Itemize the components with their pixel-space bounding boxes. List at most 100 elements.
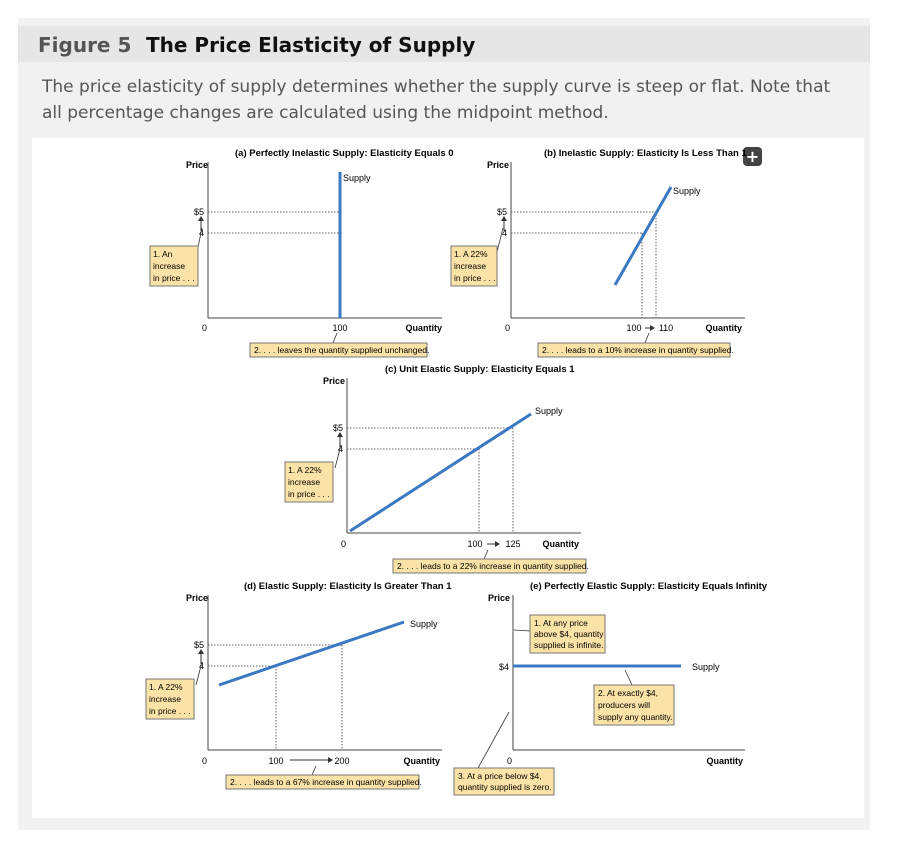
panel-e-callout3-l1: 3. At a price below $4, — [458, 771, 542, 781]
plus-icon[interactable]: + — [743, 147, 762, 166]
panel-d: (d) Elastic Supply: Elasticity Is Greate… — [145, 581, 452, 790]
panel-d-title: (d) Elastic Supply: Elasticity Is Greate… — [244, 581, 452, 592]
panel-d-supply-line — [218, 620, 405, 687]
figure-caption: The price elasticity of supply determine… — [42, 77, 831, 123]
panel-e-callout3-box — [453, 767, 555, 796]
panel-a-callout1-l2: increase — [153, 261, 185, 271]
panel-b-callout1-pointer — [496, 227, 504, 253]
panel-e-x-label: Quantity — [706, 756, 743, 766]
panel-e-y-label: Price — [488, 593, 510, 603]
panel-c-origin: 0 — [341, 539, 346, 549]
panel-e: (e) Perfectly Elastic Supply: Elasticity… — [453, 581, 768, 796]
panel-c-callout2-box — [392, 558, 587, 574]
panel-b-title: (b) Inelastic Supply: Elasticity Is Less… — [544, 148, 747, 159]
panel-b-tick-5: $5 — [497, 207, 507, 217]
panel-b-qty-arrowhead — [650, 325, 655, 331]
panel-e-callout2-l3: supply any quantity. — [598, 712, 673, 722]
panel-b-supply-line — [613, 186, 673, 286]
panel-b-supply-label: Supply — [673, 186, 701, 196]
figure-title: The Price Elasticity of Supply — [146, 33, 476, 57]
panel-a-title: (a) Perfectly Inelastic Supply: Elastici… — [235, 148, 454, 159]
panel-e-supply-label: Supply — [692, 662, 720, 672]
panel-b-callout1-l2: increase — [454, 261, 486, 271]
panel-d-price-arrowhead — [198, 649, 204, 654]
panel-c-qty-arrowhead — [495, 541, 500, 547]
panel-e-callout3-pointer — [477, 711, 510, 769]
panel-a-callout1-l3: in price . . . — [153, 273, 195, 283]
panel-d-y-label: Price — [186, 593, 208, 603]
panel-e-callout2-l1: 2. At exactly $4, — [598, 688, 658, 698]
panel-a-origin: 0 — [202, 323, 207, 333]
panel-c-callout1-l1: 1. A 22% — [288, 465, 322, 475]
panel-c-x-label: Quantity — [542, 539, 579, 549]
panel-d-x-label: Quantity — [403, 756, 440, 766]
panel-d-callout1-l1: 1. A 22% — [149, 682, 183, 692]
panel-e-callout3-l2: quantity supplied is zero. — [458, 782, 552, 792]
panel-d-callout1-box — [145, 678, 195, 720]
panel-a-tick-100: 100 — [332, 323, 347, 333]
panel-c-callout1-pointer — [334, 444, 342, 469]
panel-c-callout2-pointer — [483, 549, 489, 560]
panel-b-price-arrowhead — [501, 216, 507, 221]
panel-d-qty-arrowhead — [328, 757, 333, 763]
panel-a-callout2-pointer — [332, 332, 338, 344]
panel-e-callout2-pointer — [624, 669, 633, 686]
figure-header: Figure 5 The Price Elasticity of Supply — [18, 26, 870, 62]
panel-b-x-label: Quantity — [705, 323, 742, 333]
panel-e-origin: 0 — [507, 756, 512, 766]
figure-number: Figure 5 — [38, 33, 132, 57]
panel-e-callout1-pointer — [513, 629, 531, 632]
panel-a-callout1-l1: 1. An — [153, 249, 173, 259]
panel-c: (c) Unit Elastic Supply: Elasticity Equa… — [284, 364, 589, 574]
panel-b-callout1-l1: 1. A 22% — [454, 249, 488, 259]
panel-e-callout1-l2: above $4, quantity — [534, 629, 604, 639]
panel-c-y-label: Price — [323, 376, 345, 386]
panel-a-supply-label: Supply — [343, 173, 371, 183]
panel-c-callout1-l2: increase — [288, 477, 320, 487]
panel-b-tick-110: 110 — [659, 323, 673, 333]
panel-b-y-label: Price — [487, 160, 509, 170]
panel-e-callout2-box — [593, 684, 675, 726]
panel-c-tick-125: 125 — [505, 539, 520, 549]
panel-d-tick-5: $5 — [194, 640, 204, 650]
panel-c-supply-line — [349, 412, 532, 533]
panel-d-callout1-l3: in price . . . — [149, 706, 191, 716]
panel-c-callout2: 2. . . . leads to a 22% increase in quan… — [397, 561, 589, 571]
panel-b-callout1-box — [450, 245, 498, 287]
panel-c-callout1-l3: in price . . . — [288, 489, 330, 499]
panel-c-tick-5: $5 — [333, 423, 343, 433]
panel-a-callout2-box — [249, 342, 428, 358]
panel-b-origin: 0 — [505, 323, 510, 333]
panel-b-callout2: 2. . . . leads to a 10% increase in quan… — [542, 345, 734, 355]
panel-d-origin: 0 — [202, 756, 207, 766]
panel-d-callout2: 2. . . . leads to a 67% increase in quan… — [230, 777, 422, 787]
panel-e-callout1-box — [529, 614, 606, 654]
panel-d-callout2-pointer — [311, 765, 317, 776]
panel-a: (a) Perfectly Inelastic Supply: Elastici… — [149, 148, 454, 358]
panel-e-tick-4: $4 — [499, 662, 509, 672]
panel-d-callout1-l2: increase — [149, 694, 181, 704]
panel-d-callout2-box — [225, 774, 420, 790]
panel-d-supply-label: Supply — [410, 619, 438, 629]
panel-a-tick-4: 4 — [199, 228, 204, 238]
panel-c-title: (c) Unit Elastic Supply: Elasticity Equa… — [385, 364, 575, 375]
panel-a-price-arrowhead — [198, 216, 204, 221]
panel-e-callout2-l2: producers will — [598, 700, 650, 710]
panel-b-callout2-pointer — [644, 332, 650, 344]
panel-d-tick-200: 200 — [334, 756, 349, 766]
panel-e-callout1-l1: 1. At any price — [534, 618, 588, 628]
panel-d-tick-100: 100 — [268, 756, 283, 766]
panel-b-callout1-l3: in price . . . — [454, 273, 496, 283]
panel-b-callout2-box — [537, 342, 731, 358]
panel-a-callout1-box — [149, 245, 199, 287]
panel-e-callout1-l3: supplied is infinite. — [534, 640, 603, 650]
panel-a-x-label: Quantity — [405, 323, 442, 333]
panel-a-y-label: Price — [186, 160, 208, 170]
panel-c-supply-label: Supply — [535, 406, 563, 416]
panel-c-tick-4: 4 — [338, 444, 343, 454]
panel-b-tick-100: 100 — [626, 323, 641, 333]
panel-b-tick-4: 4 — [502, 228, 507, 238]
panel-d-callout1-pointer — [195, 661, 203, 686]
panel-d-tick-4: 4 — [199, 661, 204, 671]
